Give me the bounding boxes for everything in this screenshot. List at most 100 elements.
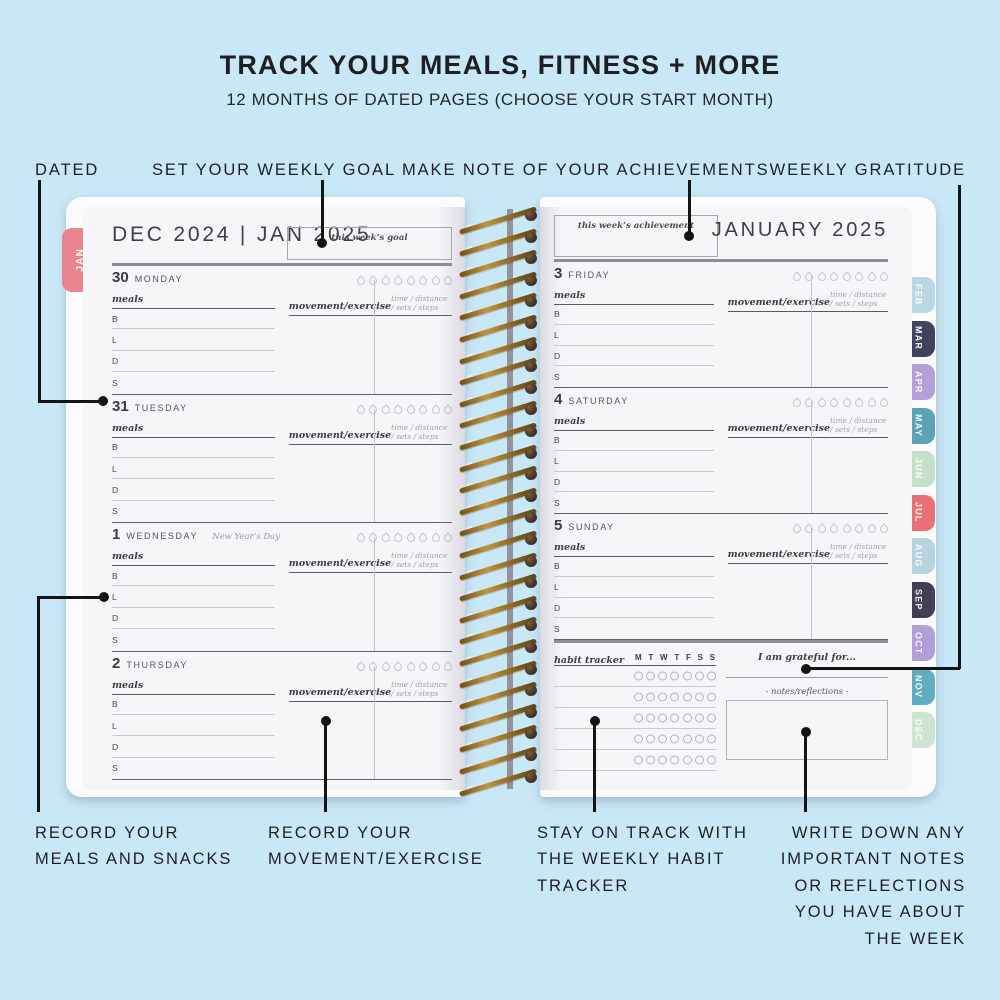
movement-columns: movement/exercise time / distance / sets… — [727, 290, 888, 312]
meal-row-d: D — [554, 598, 888, 619]
habit-circle — [670, 671, 680, 681]
habit-circle — [706, 692, 716, 702]
habit-circle — [682, 692, 692, 702]
notes-reflections-box — [726, 700, 888, 760]
water-droplet-icon — [828, 397, 840, 409]
day-column-labels: meals movement/exercise time / distance … — [112, 294, 452, 316]
section-divider — [554, 259, 888, 262]
water-droplet-icons — [790, 271, 890, 283]
callout-gratitude-line-horizontal — [806, 667, 960, 670]
habit-circle — [682, 671, 692, 681]
habit-row — [554, 666, 716, 687]
water-droplet-icons — [354, 403, 454, 416]
callout-record-movement-label: RECORD YOUR MOVEMENT/EXERCISE — [268, 824, 484, 869]
habit-tracker-label: habit tracker — [554, 655, 624, 666]
water-droplet-icon — [790, 397, 803, 409]
habit-circle — [670, 734, 680, 744]
meal-row-l: L — [112, 715, 452, 737]
day-name: TUESDAY — [134, 402, 188, 413]
water-droplet-icon — [803, 523, 815, 535]
movement-exercise-label: movement/exercise — [288, 301, 392, 312]
meal-row-d: D — [112, 736, 452, 758]
water-droplet-icon — [815, 271, 828, 283]
day-note: New Year’s Day — [212, 532, 281, 542]
left-page: DEC 2024 | JAN 2025 this week’s goal 30 … — [83, 207, 465, 790]
movement-columns: movement/exercise time / distance / sets… — [288, 423, 452, 445]
write-line — [112, 349, 276, 351]
habit-circle — [658, 713, 668, 723]
habit-checkboxes — [633, 755, 716, 765]
meal-row-letter: D — [554, 476, 561, 487]
weekly-goal-box: this week’s goal — [287, 227, 452, 260]
water-droplet-icon — [840, 523, 853, 535]
day-block: 31 TUESDAY meals movement/exercise time … — [112, 395, 454, 523]
meal-row-letter: B — [112, 699, 118, 710]
callout-dated-dot — [98, 396, 108, 406]
callout-gratitude-line-vertical — [958, 185, 961, 669]
water-droplet-icon — [815, 523, 828, 535]
water-droplet-icons — [790, 397, 890, 409]
water-droplet-icon — [865, 523, 878, 535]
movement-columns: movement/exercise time / distance / sets… — [288, 294, 452, 316]
day-block: 30 MONDAY meals movement/exercise time /… — [112, 266, 454, 395]
grateful-write-line — [726, 677, 888, 678]
write-line — [554, 344, 715, 346]
water-droplet-icon — [392, 403, 404, 416]
water-droplet-icon — [429, 532, 442, 544]
meal-row-l: L — [112, 458, 452, 480]
water-droplet-icon — [354, 275, 367, 287]
meals-label: meals — [112, 680, 276, 695]
tab-label: OCT — [913, 631, 924, 655]
meal-row-letter: S — [554, 623, 560, 634]
water-droplet-icon — [429, 403, 442, 416]
water-droplet-icon — [853, 271, 865, 283]
movement-exercise-label: movement/exercise — [727, 297, 831, 308]
callout-achievements-dot — [684, 231, 694, 241]
water-droplet-icon — [878, 271, 890, 283]
meal-row-s: S — [112, 758, 452, 779]
day-block: 2 THURSDAY meals movement/exercise time … — [112, 652, 454, 780]
week-day-initial: T — [648, 653, 654, 662]
meal-row-letter: L — [554, 456, 559, 467]
meal-row-letter: B — [554, 435, 560, 446]
meal-row-l: L — [554, 325, 888, 346]
habit-row — [554, 750, 716, 771]
meals-label: meals — [554, 542, 715, 557]
meal-row-letter: B — [554, 309, 560, 320]
habit-circle — [646, 671, 656, 681]
water-droplet-icon — [853, 523, 865, 535]
callout-habit-tracker-label: STAY ON TRACK WITH THE WEEKLY HABIT TRAC… — [537, 824, 748, 895]
water-droplet-icon — [392, 660, 404, 673]
write-line — [112, 628, 276, 630]
movement-exercise-label: movement/exercise — [727, 423, 831, 434]
water-droplet-icon — [853, 397, 865, 409]
callout-record-meals-line-horizontal — [37, 596, 101, 599]
day-column-labels: meals movement/exercise time / distance … — [112, 551, 452, 573]
habit-circle — [670, 692, 680, 702]
day-header: 30 MONDAY — [112, 269, 454, 293]
day-number: 1 — [112, 526, 121, 543]
tab-label: FEB — [913, 284, 924, 306]
tab-label: JUL — [913, 502, 924, 523]
meal-row-letter: B — [554, 561, 560, 572]
day-header: 31 TUESDAY — [112, 398, 454, 422]
metrics-label: time / distance / sets / steps — [391, 551, 448, 569]
meal-row-b: B — [554, 556, 888, 577]
habit-row — [554, 708, 716, 729]
write-line — [554, 617, 715, 619]
water-droplet-icon — [828, 271, 840, 283]
water-droplet-icon — [354, 660, 367, 673]
meal-row-s: S — [112, 501, 452, 522]
water-droplet-icons — [354, 275, 454, 287]
water-droplet-icon — [878, 523, 890, 535]
water-droplet-icon — [878, 397, 890, 409]
callout-goal-line — [321, 180, 324, 240]
meal-row-letter: S — [554, 371, 560, 382]
tab-label: MAY — [913, 414, 924, 437]
